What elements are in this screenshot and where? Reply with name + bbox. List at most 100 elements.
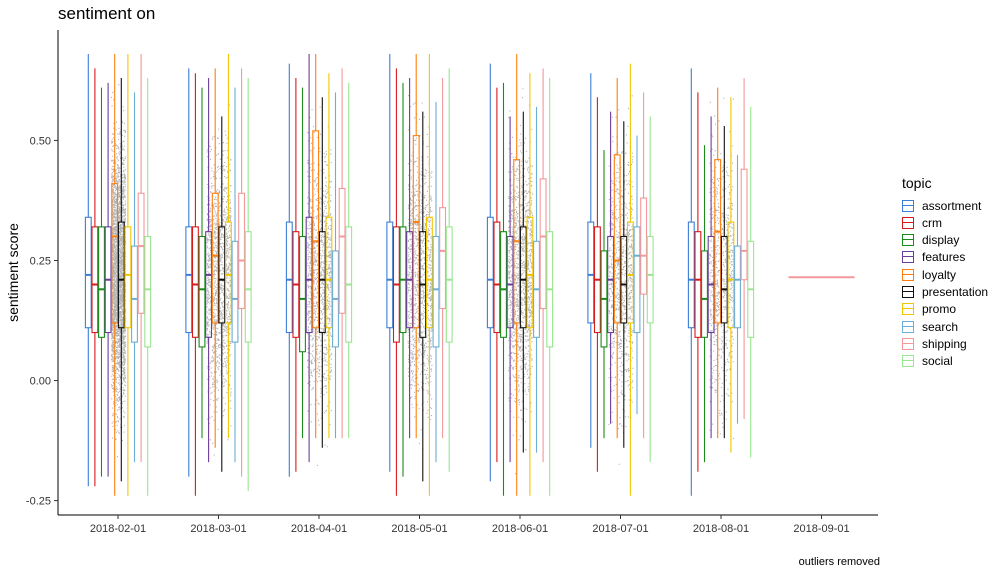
box-2018-07-01-social <box>646 235 654 324</box>
box-2018-05-01-promo <box>425 216 433 329</box>
legend-title: topic <box>902 175 932 191</box>
box-2018-07-01-features <box>607 235 615 334</box>
legend-key-search <box>902 320 914 333</box>
box-2018-08-01-crm <box>694 231 702 338</box>
box-2018-03-01-presentation <box>218 226 226 324</box>
y-tick-label-0.50: 0.50 <box>30 135 51 147</box>
box-2018-05-01-loyalty <box>412 135 420 329</box>
box-2018-03-01-features <box>205 231 213 338</box>
box-2018-06-01-shipping <box>539 178 547 310</box>
box-2018-06-01-display <box>500 231 507 338</box>
box-2018-06-01-promo <box>526 216 534 329</box>
y-axis-title: sentiment score <box>5 223 21 322</box>
box-2018-03-01-promo <box>224 221 232 324</box>
box-2018-06-01-crm <box>493 221 501 334</box>
legend-item-presentation: presentation <box>902 284 988 301</box>
box-2018-07-01-search <box>633 226 641 334</box>
legend-key-assortment <box>902 199 914 212</box>
legend-item-social: social <box>902 353 953 370</box>
legend-label-features: features <box>922 250 966 265</box>
legend-key-promo <box>902 303 914 316</box>
box-2018-03-01-social <box>244 231 252 343</box>
x-tick-label-2018-08-01: 2018-08-01 <box>693 523 749 535</box>
legend-item-crm: crm <box>902 214 942 231</box>
box-2018-07-01-promo <box>626 221 634 324</box>
box-2018-02-01-crm <box>91 226 99 334</box>
legend-label-display: display <box>922 233 960 248</box>
legend-label-social: social <box>922 354 953 369</box>
box-2018-08-01-loyalty <box>714 159 722 324</box>
box-2018-02-01-assortment <box>84 216 92 329</box>
jitter-cloud-2018-07-01 <box>608 95 634 465</box>
legend-label-search: search <box>922 319 959 334</box>
x-tick-label-2018-09-01: 2018-09-01 <box>793 523 849 535</box>
legend-label-assortment: assortment <box>922 198 982 213</box>
legend-item-features: features <box>902 249 965 266</box>
legend-key-shipping <box>902 337 914 350</box>
box-2018-08-01-presentation <box>720 235 728 324</box>
box-2018-08-01-promo <box>727 221 735 329</box>
box-2018-03-01-shipping <box>238 192 246 310</box>
box-2018-02-01-presentation <box>117 221 125 329</box>
box-2018-08-01-assortment <box>687 221 695 329</box>
box-2018-07-01-assortment <box>587 221 595 324</box>
box-2018-04-01-features <box>305 216 313 334</box>
legend-key-loyalty <box>902 268 914 281</box>
box-2018-06-01-assortment <box>486 216 494 329</box>
y-tick-label-0.25: 0.25 <box>30 255 51 267</box>
chart-title: sentiment on <box>58 4 156 23</box>
box-2018-05-01-social <box>445 226 453 343</box>
box-2018-02-01-loyalty <box>111 183 119 324</box>
box-2018-04-01-display <box>299 235 306 353</box>
legend-key-presentation <box>902 286 914 298</box>
y-tick-label-0.00: 0.00 <box>30 376 51 388</box>
x-tick-label-2018-05-01: 2018-05-01 <box>391 523 447 535</box>
box-2018-04-01-assortment <box>285 221 293 334</box>
box-2018-07-01-loyalty <box>613 154 621 324</box>
box-2018-02-01-display <box>98 226 105 338</box>
legend-key-features <box>902 251 914 264</box>
legend-key-display <box>902 234 914 247</box>
legend-label-presentation: presentation <box>922 285 989 299</box>
x-tick-label-2018-02-01: 2018-02-01 <box>90 523 146 535</box>
box-2018-03-01-display <box>198 235 206 348</box>
box-2018-06-01-presentation <box>519 226 527 329</box>
box-2018-08-01-shipping <box>740 168 748 281</box>
box-2018-02-01-search <box>131 245 138 343</box>
legend-label-loyalty: loyalty <box>922 267 957 282</box>
legend-item-shipping: shipping <box>902 335 967 352</box>
box-2018-02-01-promo <box>124 226 132 329</box>
box-2018-02-01-social <box>144 235 152 348</box>
jitter-cloud-2018-04-01 <box>307 106 333 466</box>
box-2018-03-01-search <box>231 240 239 343</box>
legend-item-display: display <box>902 232 959 249</box>
box-2018-08-01-display <box>701 250 708 338</box>
legend-label-crm: crm <box>922 215 942 230</box>
legend-item-promo: promo <box>902 301 956 318</box>
box-2018-04-01-shipping <box>338 187 346 314</box>
legend-key-social <box>902 355 914 368</box>
box-2018-04-01-presentation <box>318 231 326 334</box>
x-tick-label-2018-04-01: 2018-04-01 <box>291 523 347 535</box>
y-tick-label--0.25: -0.25 <box>26 496 51 508</box>
box-2018-06-01-features <box>506 235 514 329</box>
box-2018-04-01-loyalty <box>312 130 320 329</box>
x-tick-label-2018-03-01: 2018-03-01 <box>190 523 246 535</box>
box-2018-08-01-search <box>734 245 741 329</box>
legend-item-search: search <box>902 318 958 335</box>
legend-label-promo: promo <box>922 302 957 317</box>
x-tick-label-2018-06-01: 2018-06-01 <box>492 523 548 535</box>
box-2018-07-01-presentation <box>620 235 628 324</box>
chart-caption: outliers removed <box>798 556 880 568</box>
legend-item-assortment: assortment <box>902 197 981 214</box>
box-2018-05-01-assortment <box>386 221 394 329</box>
box-2018-02-01-shipping <box>137 192 145 314</box>
box-2018-03-01-loyalty <box>211 192 219 324</box>
x-tick-label-2018-07-01: 2018-07-01 <box>592 523 648 535</box>
box-2018-03-01-assortment <box>185 226 193 334</box>
box-2018-05-01-shipping <box>439 207 447 310</box>
legend-label-shipping: shipping <box>922 336 967 351</box>
box-2018-03-01-crm <box>191 226 199 338</box>
box-2018-04-01-promo <box>325 216 333 329</box>
